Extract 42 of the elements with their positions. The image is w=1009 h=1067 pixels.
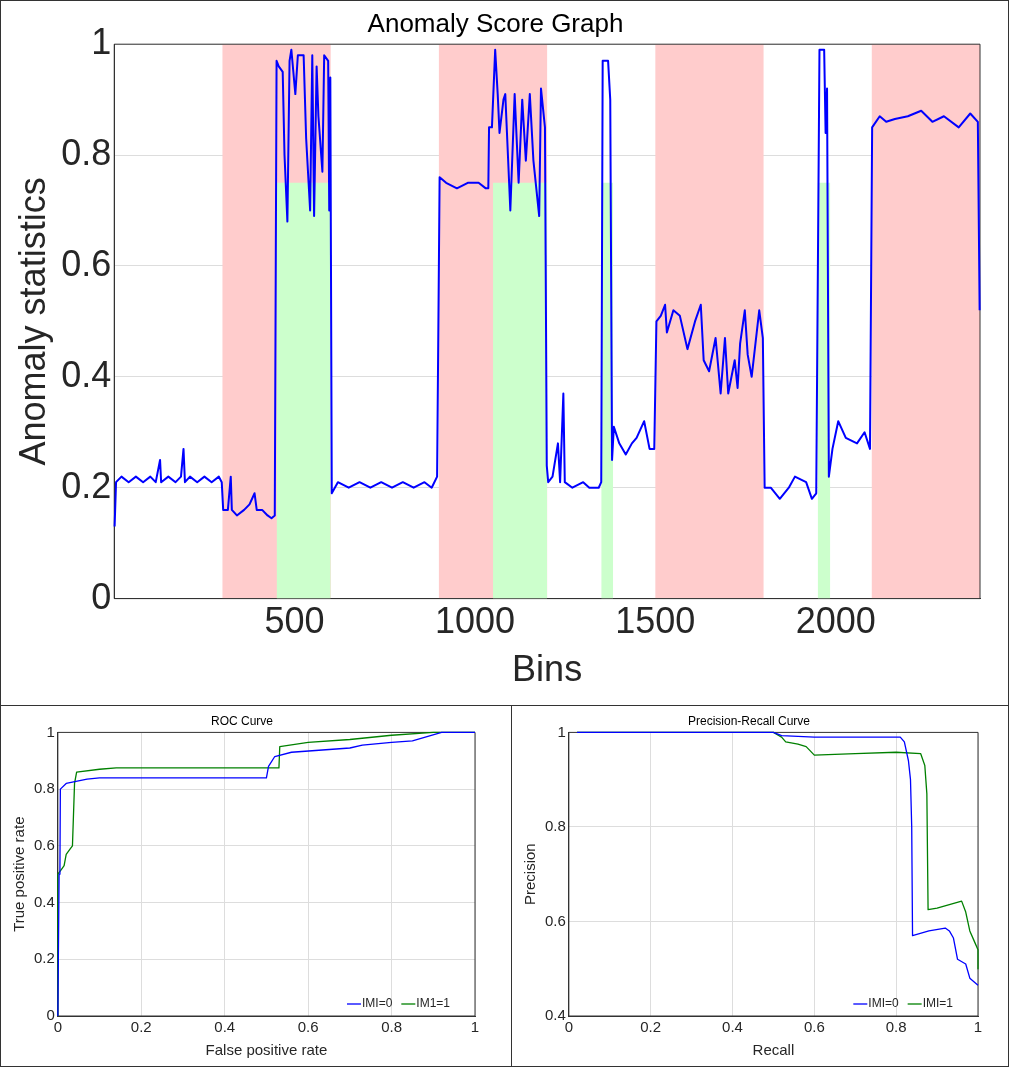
y-tick-label: 1 <box>91 21 112 63</box>
x-tick-label: 0.2 <box>640 1018 662 1036</box>
x-tick-label: 0.6 <box>803 1018 825 1036</box>
x-tick-label: 1500 <box>615 600 696 642</box>
x-axis-title: Bins <box>512 648 583 690</box>
y-tick-label: 0.6 <box>61 242 112 284</box>
x-axis-title: False positive rate <box>205 1041 328 1059</box>
y-tick-label: 1 <box>46 722 55 740</box>
y-tick-label: 0.2 <box>61 464 112 506</box>
x-tick-label: 0.4 <box>214 1018 236 1036</box>
y-axis-title: Anomaly statistics <box>11 177 53 466</box>
legend-label: IMI=0 <box>868 996 899 1011</box>
x-tick-label: 2000 <box>795 600 876 642</box>
legend-label: IMI=1 <box>922 996 954 1011</box>
x-axis-title: Recall <box>752 1041 795 1059</box>
y-tick-label: 0.4 <box>33 892 55 910</box>
y-axis-title: Precision <box>521 843 539 906</box>
x-tick-label: 1 <box>470 1018 480 1036</box>
chart-title: Precision-Recall Curve <box>687 713 811 728</box>
y-tick-label: 0.8 <box>61 132 112 173</box>
x-tick-label: 0.8 <box>381 1018 402 1036</box>
x-tick-label: 0.4 <box>722 1018 743 1036</box>
x-tick-label: 0.8 <box>885 1018 907 1036</box>
y-tick-label: 1 <box>557 722 566 740</box>
x-tick-label: 1 <box>973 1018 983 1036</box>
x-tick-label: 500 <box>264 600 325 642</box>
x-tick-label: 0.2 <box>130 1018 152 1036</box>
legend-label: IMI=0 <box>361 996 393 1011</box>
y-tick-label: 0 <box>46 1006 55 1024</box>
y-tick-label: 0.6 <box>33 835 55 853</box>
y-tick-label: 0.2 <box>33 949 55 967</box>
y-tick-label: 0.6 <box>544 911 566 929</box>
y-tick-label: 0.4 <box>61 353 112 395</box>
y-axis-title: True positive rate <box>10 816 28 932</box>
y-tick-label: 0.8 <box>33 779 55 797</box>
chart-title: Anomaly Score Graph <box>367 7 624 38</box>
x-tick-label: 1000 <box>434 600 516 642</box>
legend-label: IM1=1 <box>416 996 451 1011</box>
y-tick-label: 0.8 <box>544 817 566 835</box>
y-tick-label: 0.4 <box>544 1006 566 1024</box>
x-tick-label: 0.6 <box>297 1018 319 1036</box>
chart-title: ROC Curve <box>210 713 274 728</box>
